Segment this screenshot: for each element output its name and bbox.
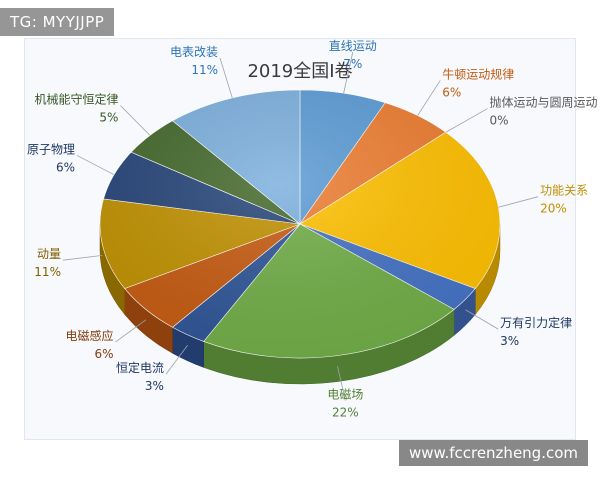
slice-6-leader [337,365,346,401]
slice-2-label: 牛顿运动规律 [442,66,514,81]
slice-10-label: 原子物理 [27,142,75,156]
slice-2-leader [417,80,441,116]
slice-8-leader [115,319,147,343]
chart-title: 2019全国Ⅰ卷 [247,61,352,82]
slice-8-label: 电磁感应 [66,328,114,343]
slice-labels: 直线运动 7% 牛顿运动规律 6% 抛体运动与圆周运动 0% 功能关系 20% 万有引力定律 3%… [27,39,598,419]
slice-3-value: 0% [490,114,509,128]
slice-8-value: 6% [94,347,113,361]
leader-lines [62,52,539,401]
slice-12-label: 电表改装 [170,45,218,59]
slice-1-leader [343,52,354,94]
slice-9-leader [62,254,103,261]
slice-9-value: 11% [34,265,61,279]
slice-6-label: 电磁场 [327,387,363,402]
pie-slices [99,89,501,359]
slice-7-leader [165,344,188,375]
slice-4-leader [498,196,539,208]
slice-5-leader [465,309,499,330]
watermark-tag: TG: MYYJJPP [0,8,115,36]
slice-5-value: 3% [500,334,519,348]
slice-7-value: 3% [145,379,164,393]
slice-1-value: 7% [343,57,362,71]
slice-6-value: 22% [332,406,359,420]
slice-2-value: 6% [442,85,461,99]
slice-12-leader [219,57,233,99]
slice-11-leader [120,105,151,136]
slice-7-label: 恒定电流 [116,360,164,375]
slice-10-value: 6% [56,160,75,174]
slice-12-value: 11% [191,63,218,77]
slice-5-label: 万有引力定律 [500,315,572,330]
slice-9-label: 动量 [37,247,61,261]
slice-11-label: 机械能守恒定律 [34,92,118,107]
slice-3-label: 抛体运动与圆周运动 [490,95,598,110]
slice-3-leader [445,108,488,133]
watermark-url: www.fccrenzheng.com [399,440,588,466]
slice-10-leader [76,155,115,176]
slice-1-label: 直线运动 [329,39,377,53]
slice-4-label: 功能关系 [540,184,588,198]
slice-4-value: 20% [540,202,567,216]
slice-11-value: 5% [99,111,118,125]
